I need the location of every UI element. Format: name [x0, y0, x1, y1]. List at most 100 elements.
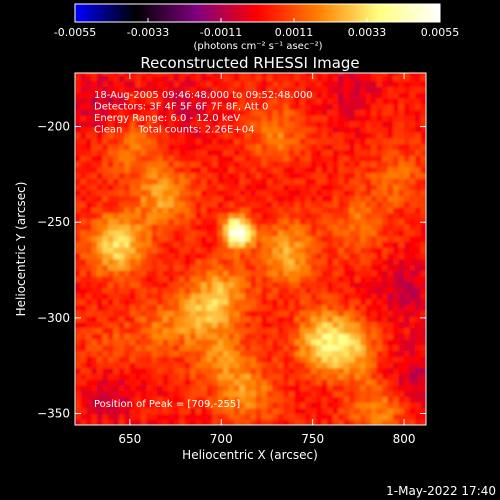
- heatmap-cell: [321, 73, 328, 76]
- heatmap-cell: [393, 92, 400, 99]
- heatmap-cell: [338, 166, 345, 174]
- heatmap-cell: [107, 235, 114, 242]
- heatmap-cell: [91, 149, 98, 156]
- heatmap-cell: [409, 103, 416, 110]
- heatmap-cell: [382, 120, 389, 128]
- heatmap-cell: [360, 201, 367, 208]
- heatmap-cell: [245, 109, 252, 116]
- heatmap-cell: [354, 402, 361, 409]
- heatmap-cell: [118, 270, 125, 277]
- heatmap-cell: [162, 73, 169, 76]
- heatmap-cell: [376, 73, 383, 76]
- heatmap-cell: [338, 212, 345, 219]
- heatmap-cell: [135, 287, 142, 294]
- heatmap-cell: [305, 201, 312, 208]
- x-tick-label: 650: [118, 432, 141, 446]
- heatmap-cell: [135, 201, 142, 208]
- heatmap-cell: [206, 373, 213, 380]
- heatmap-cell: [409, 419, 416, 425]
- heatmap-cell: [382, 350, 389, 357]
- heatmap-cell: [376, 178, 383, 185]
- heatmap-cell: [107, 178, 114, 185]
- heatmap-cell: [217, 396, 224, 403]
- heatmap-cell: [305, 143, 312, 151]
- heatmap-cell: [179, 333, 186, 340]
- heatmap-cell: [277, 189, 285, 197]
- heatmap-cell: [157, 218, 164, 225]
- heatmap-cell: [327, 80, 334, 87]
- heatmap-cell: [283, 149, 290, 156]
- heatmap-cell: [321, 86, 328, 93]
- heatmap-cell: [151, 115, 158, 122]
- heatmap-cell: [212, 149, 219, 156]
- heatmap-cell: [266, 241, 274, 248]
- heatmap-cell: [360, 321, 367, 329]
- heatmap-cell: [206, 293, 213, 300]
- heatmap-cell: [420, 73, 426, 76]
- heatmap-cell: [135, 247, 142, 254]
- heatmap-cell: [245, 241, 252, 248]
- heatmap-cell: [316, 373, 323, 380]
- heatmap-cell: [321, 80, 328, 87]
- heatmap-cell: [371, 132, 378, 139]
- heatmap-cell: [157, 298, 164, 306]
- heatmap-cell: [75, 298, 82, 306]
- heatmap-cell: [113, 229, 120, 237]
- heatmap-cell: [135, 132, 142, 139]
- heatmap-cell: [146, 396, 153, 403]
- heatmap-cell: [223, 396, 230, 403]
- heatmap-cell: [288, 241, 295, 248]
- heatmap-cell: [113, 97, 120, 105]
- heatmap-cell: [107, 293, 114, 300]
- heatmap-cell: [234, 235, 241, 242]
- heatmap-cell: [387, 407, 394, 415]
- heatmap-cell: [343, 275, 350, 283]
- heatmap-cell: [272, 172, 279, 179]
- heatmap-cell: [239, 252, 246, 260]
- heatmap-cell: [398, 132, 405, 139]
- heatmap-cell: [168, 258, 175, 265]
- heatmap-cell: [387, 149, 394, 156]
- heatmap-cell: [398, 407, 405, 415]
- heatmap-cell: [91, 419, 98, 425]
- heatmap-cell: [135, 235, 142, 242]
- heatmap-cell: [80, 109, 87, 116]
- heatmap-cell: [255, 333, 263, 340]
- heatmap-cell: [338, 155, 345, 162]
- heatmap-cell: [305, 287, 312, 294]
- heatmap-cell: [327, 264, 334, 271]
- heatmap-cell: [195, 73, 202, 76]
- heatmap-cell: [102, 74, 109, 82]
- heatmap-cell: [261, 333, 268, 340]
- heatmap-cell: [206, 241, 213, 248]
- heatmap-cell: [80, 241, 87, 248]
- heatmap-cell: [190, 315, 197, 323]
- heatmap-cell: [288, 396, 295, 403]
- heatmap-cell: [184, 229, 191, 237]
- heatmap-cell: [321, 161, 328, 168]
- heatmap-cell: [415, 172, 422, 179]
- heatmap-cell: [354, 241, 361, 248]
- heatmap-cell: [382, 74, 389, 82]
- heatmap-cell: [310, 258, 317, 265]
- heatmap-cell: [387, 97, 394, 105]
- heatmap-cell: [277, 201, 285, 208]
- heatmap-cell: [228, 229, 235, 237]
- heatmap-cell: [354, 407, 361, 415]
- heatmap-cell: [206, 183, 213, 191]
- heatmap-cell: [338, 373, 345, 380]
- heatmap-cell: [75, 247, 82, 254]
- heatmap-cell: [129, 264, 136, 271]
- heatmap-cell: [234, 281, 241, 288]
- heatmap-cell: [212, 338, 219, 346]
- heatmap-cell: [162, 270, 169, 277]
- heatmap-cell: [354, 166, 361, 174]
- heatmap-cell: [255, 120, 263, 128]
- heatmap-cell: [316, 258, 323, 265]
- heatmap-cell: [409, 315, 416, 323]
- heatmap-cell: [294, 270, 301, 277]
- heatmap-cell: [118, 373, 125, 380]
- heatmap-cell: [113, 252, 120, 260]
- heatmap-cell: [168, 115, 175, 122]
- heatmap-cell: [272, 419, 279, 425]
